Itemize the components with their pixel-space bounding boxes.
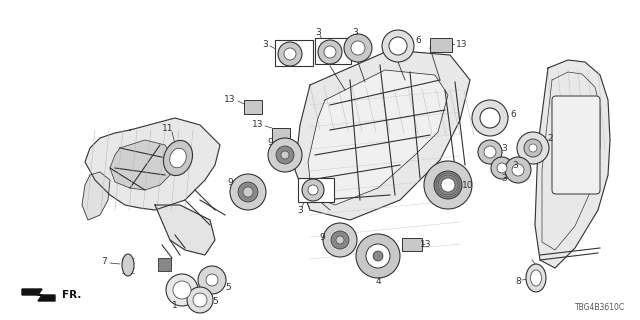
Circle shape [173, 281, 191, 299]
Ellipse shape [531, 270, 541, 286]
Polygon shape [308, 70, 448, 205]
Text: 5: 5 [225, 283, 231, 292]
Circle shape [284, 48, 296, 60]
Ellipse shape [122, 254, 134, 276]
Text: 7: 7 [101, 258, 107, 267]
Circle shape [441, 178, 455, 192]
Polygon shape [535, 60, 610, 268]
Text: 3: 3 [512, 161, 518, 170]
FancyBboxPatch shape [244, 100, 262, 114]
Circle shape [230, 174, 266, 210]
Text: 3: 3 [315, 28, 321, 36]
Circle shape [193, 293, 207, 307]
Text: 13: 13 [456, 39, 468, 49]
Ellipse shape [526, 264, 546, 292]
Text: 8: 8 [515, 277, 521, 286]
Circle shape [308, 185, 318, 195]
Circle shape [484, 146, 496, 158]
Polygon shape [295, 50, 470, 220]
Circle shape [529, 144, 537, 152]
Circle shape [238, 182, 258, 202]
Circle shape [276, 146, 294, 164]
Text: 3: 3 [352, 28, 358, 36]
Circle shape [324, 46, 336, 58]
Text: 2: 2 [547, 133, 553, 142]
Text: 3: 3 [262, 39, 268, 49]
Circle shape [480, 108, 500, 128]
Text: 9: 9 [227, 178, 233, 187]
FancyBboxPatch shape [402, 238, 422, 251]
Circle shape [323, 223, 357, 257]
Text: 5: 5 [212, 298, 218, 307]
Text: 13: 13 [224, 94, 236, 103]
Text: 10: 10 [462, 180, 474, 189]
Circle shape [497, 163, 507, 173]
Text: 1: 1 [172, 301, 178, 310]
Circle shape [302, 179, 324, 201]
Circle shape [505, 157, 531, 183]
Circle shape [268, 138, 302, 172]
Polygon shape [22, 289, 55, 301]
FancyBboxPatch shape [430, 38, 452, 52]
Polygon shape [110, 140, 175, 190]
FancyBboxPatch shape [298, 178, 334, 202]
Circle shape [206, 274, 218, 286]
Text: FR.: FR. [62, 290, 81, 300]
Text: 3: 3 [501, 143, 507, 153]
Circle shape [281, 151, 289, 159]
Text: 13: 13 [420, 239, 432, 249]
Text: 9: 9 [319, 233, 325, 242]
Circle shape [331, 231, 349, 249]
FancyBboxPatch shape [315, 38, 351, 64]
Ellipse shape [163, 140, 193, 176]
Text: 13: 13 [252, 119, 264, 129]
FancyBboxPatch shape [552, 96, 600, 194]
FancyBboxPatch shape [157, 258, 170, 270]
Circle shape [356, 234, 400, 278]
Circle shape [512, 164, 524, 176]
FancyBboxPatch shape [275, 40, 313, 66]
Circle shape [318, 40, 342, 64]
Text: 4: 4 [375, 277, 381, 286]
FancyBboxPatch shape [272, 128, 290, 142]
Polygon shape [82, 172, 110, 220]
Circle shape [434, 171, 462, 199]
Circle shape [389, 37, 407, 55]
Text: TBG4B3610C: TBG4B3610C [575, 303, 625, 312]
Circle shape [243, 187, 253, 197]
Circle shape [472, 100, 508, 136]
Circle shape [424, 161, 472, 209]
Text: 6: 6 [415, 36, 421, 44]
Circle shape [478, 140, 502, 164]
Text: 3: 3 [501, 173, 507, 182]
Text: 3: 3 [297, 205, 303, 214]
Circle shape [351, 41, 365, 55]
Circle shape [166, 274, 198, 306]
Circle shape [336, 236, 344, 244]
Circle shape [524, 139, 542, 157]
Ellipse shape [170, 148, 186, 168]
Circle shape [382, 30, 414, 62]
Text: 11: 11 [163, 124, 173, 132]
Text: 6: 6 [510, 109, 516, 118]
Circle shape [198, 266, 226, 294]
Text: 9: 9 [267, 138, 273, 147]
Circle shape [366, 244, 390, 268]
Polygon shape [85, 118, 220, 210]
Circle shape [517, 132, 549, 164]
Circle shape [344, 34, 372, 62]
Circle shape [187, 287, 213, 313]
Polygon shape [155, 205, 215, 255]
Circle shape [491, 157, 513, 179]
Circle shape [373, 251, 383, 261]
Circle shape [278, 42, 302, 66]
